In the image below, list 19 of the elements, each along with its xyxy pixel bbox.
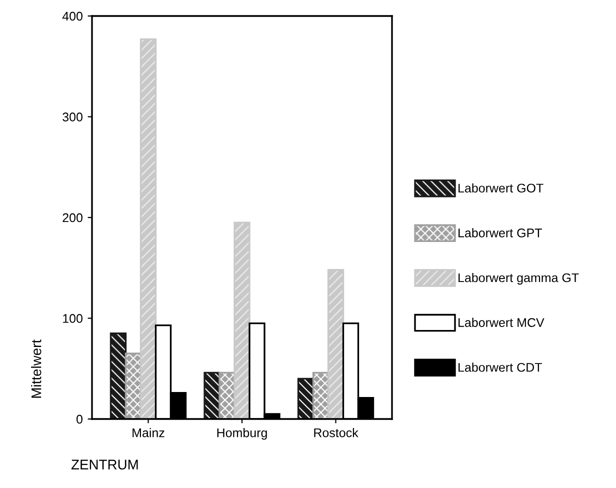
bar — [140, 38, 157, 419]
legend-label: Laborwert MCV — [458, 318, 544, 327]
y-tick-label: 300 — [62, 112, 82, 122]
x-tick-label: Rostock — [314, 428, 358, 438]
legend-label: Laborwert GOT — [458, 183, 544, 193]
legend-label: Laborwert GPT — [458, 228, 542, 238]
y-axis-title: Mittelwert — [31, 340, 42, 398]
bar — [234, 222, 250, 419]
y-tick-label: 400 — [62, 12, 82, 21]
y-tick-label: 200 — [62, 213, 82, 222]
x-axis-title: ZENTRUM — [71, 460, 138, 470]
legend-label: Laborwert CDT — [458, 362, 542, 372]
bar — [110, 332, 127, 419]
bar — [327, 269, 344, 419]
y-tick-label: 0 — [76, 414, 82, 424]
x-tick-label: Mainz — [132, 428, 164, 438]
legend-label: Laborwert gamma GT — [458, 272, 579, 285]
x-tick-label: Homburg — [217, 428, 267, 440]
y-tick-label: 100 — [63, 314, 82, 323]
